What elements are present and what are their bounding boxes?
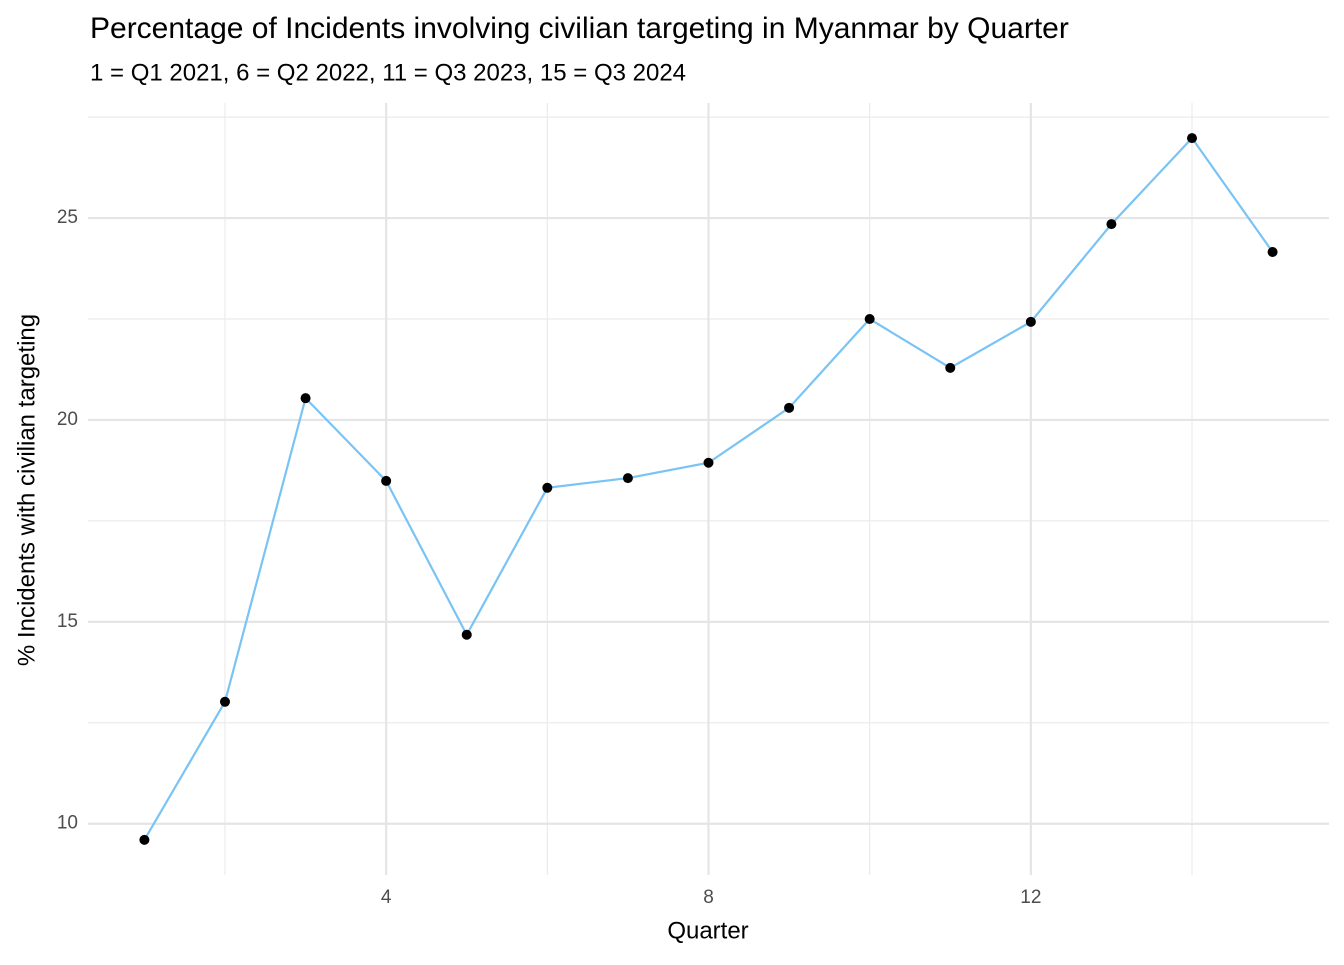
point <box>461 629 472 640</box>
point <box>1187 133 1198 144</box>
point <box>622 473 633 484</box>
point <box>864 314 875 325</box>
point <box>784 402 795 413</box>
point <box>1267 246 1278 257</box>
y-tick-label: 25 <box>57 207 78 228</box>
point <box>381 475 392 486</box>
chart-title: Percentage of Incidents involving civili… <box>90 12 1069 45</box>
point <box>139 834 150 845</box>
chart-subtitle: 1 = Q1 2021, 6 = Q2 2022, 11 = Q3 2023, … <box>90 59 686 86</box>
y-axis-title: % Incidents with civilian targeting <box>13 314 40 666</box>
y-tick-label: 10 <box>57 813 78 834</box>
point <box>300 393 311 404</box>
x-tick-label: 12 <box>1020 887 1041 908</box>
point <box>219 696 230 707</box>
y-tick-label: 20 <box>57 409 78 430</box>
point <box>945 362 956 373</box>
x-tick-label: 4 <box>381 887 392 908</box>
point <box>703 457 714 468</box>
point <box>542 482 553 493</box>
y-tick-label: 15 <box>57 611 78 632</box>
point <box>1025 316 1036 327</box>
point <box>1106 219 1117 230</box>
x-tick-label: 8 <box>703 887 714 908</box>
x-axis-title: Quarter <box>667 917 748 944</box>
